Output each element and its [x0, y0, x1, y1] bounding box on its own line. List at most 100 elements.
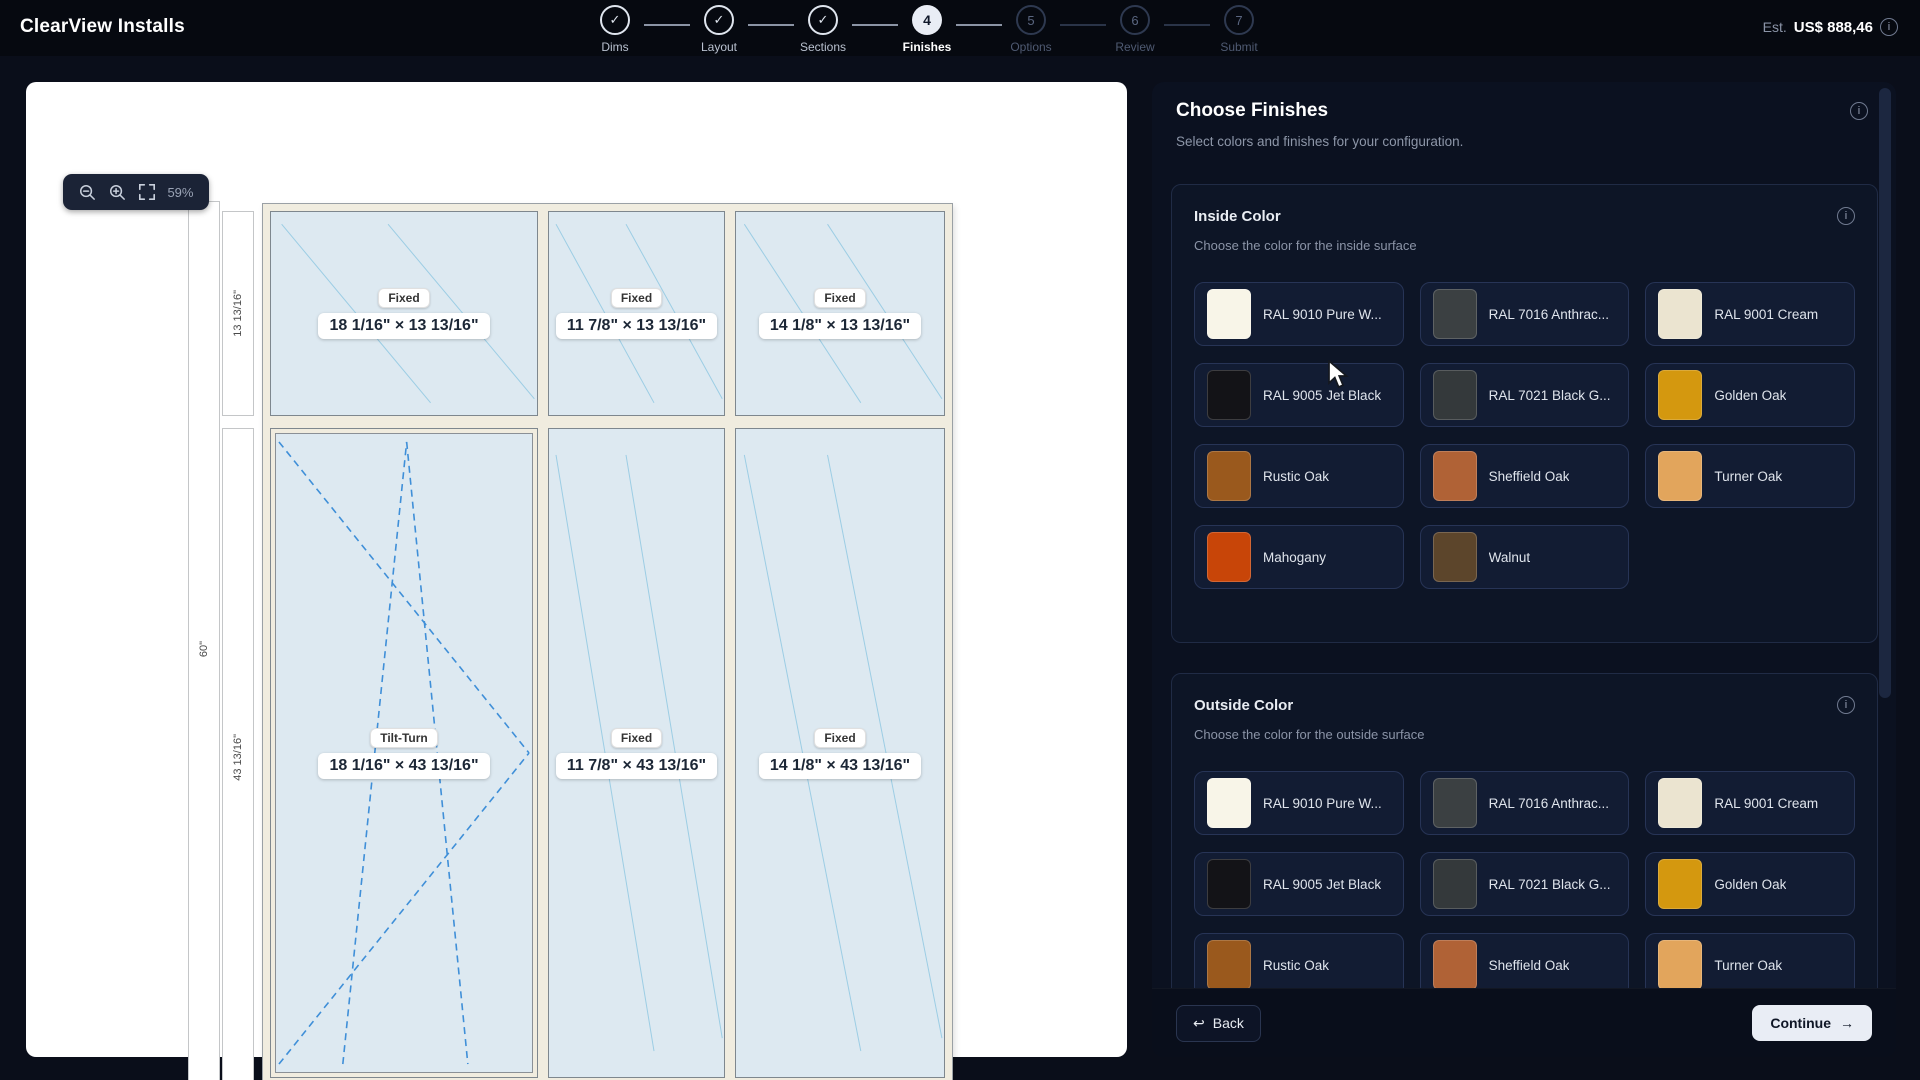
continue-button[interactable]: Continue → [1752, 1005, 1872, 1041]
window-pane-tilt-turn[interactable]: Tilt-Turn 18 1/16" × 43 13/16" [270, 428, 538, 1078]
swatch-label: RAL 9001 Cream [1714, 306, 1819, 322]
info-icon[interactable]: i [1850, 102, 1868, 120]
swatch-label: Sheffield Oak [1488, 468, 1570, 484]
swatch-tile[interactable]: RAL 9005 Jet Black [1194, 852, 1404, 916]
step-number: 4 [912, 5, 942, 35]
step-review[interactable]: 6 Review [1106, 5, 1164, 54]
pane-type-badge: Fixed [610, 288, 663, 308]
swatch-tile[interactable]: RAL 7021 Black G... [1419, 363, 1630, 427]
fullscreen-button[interactable] [138, 183, 156, 201]
window-pane[interactable]: Fixed 11 7/8" × 13 13/16" [548, 211, 725, 416]
window-pane[interactable]: Fixed 18 1/16" × 13 13/16" [270, 211, 538, 416]
swatch-label: Sheffield Oak [1488, 957, 1570, 973]
window-pane[interactable]: Fixed 11 7/8" × 43 13/16" [548, 428, 725, 1078]
color-swatch [1432, 859, 1477, 909]
swatch-tile[interactable]: Golden Oak [1645, 852, 1855, 916]
color-swatch [1207, 451, 1251, 501]
info-icon[interactable]: i [1837, 207, 1855, 225]
color-swatch [1207, 370, 1251, 420]
step-connector [852, 24, 898, 26]
pane-size-label: 18 1/16" × 43 13/16" [318, 752, 490, 779]
continue-button-label: Continue [1770, 1015, 1831, 1031]
swatch-tile[interactable]: Rustic Oak [1194, 933, 1404, 997]
zoom-out-button[interactable] [78, 183, 97, 202]
swatch-tile[interactable]: RAL 7021 Black G... [1419, 852, 1630, 916]
swatch-tile[interactable]: RAL 9001 Cream [1645, 771, 1855, 835]
pane-type-badge: Tilt-Turn [370, 727, 438, 748]
color-swatch [1432, 778, 1477, 828]
swatch-tile[interactable]: Turner Oak [1645, 933, 1855, 997]
panel-footer: ↩ Back Continue → [1152, 988, 1896, 1057]
step-dims[interactable]: ✓ Dims [586, 5, 644, 54]
color-swatch [1658, 451, 1703, 501]
pane-size-label: 14 1/8" × 43 13/16" [758, 752, 922, 779]
dimension-row2-height: 43 13/16" [222, 428, 254, 1080]
swatch-label: Rustic Oak [1263, 957, 1330, 973]
outside-swatch-grid: RAL 9010 Pure W... RAL 7016 Anthrac... R… [1194, 771, 1855, 997]
card-subtitle: Choose the color for the inside surface [1194, 238, 1417, 253]
swatch-tile[interactable]: Sheffield Oak [1419, 933, 1630, 997]
zoom-level: 59% [167, 184, 194, 200]
color-swatch [1658, 289, 1703, 339]
estimate: Est. US$ 888,46 i [1763, 18, 1898, 36]
info-icon[interactable]: i [1880, 18, 1898, 36]
swatch-tile[interactable]: Mahogany [1194, 525, 1404, 589]
window-pane[interactable]: Fixed 14 1/8" × 13 13/16" [735, 211, 945, 416]
panel-subtitle: Select colors and finishes for your conf… [1176, 134, 1464, 149]
step-options[interactable]: 5 Options [1002, 5, 1060, 54]
swatch-tile[interactable]: RAL 9010 Pure W... [1194, 282, 1404, 346]
swatch-tile[interactable]: RAL 7016 Anthrac... [1419, 771, 1630, 835]
step-connector [1060, 24, 1106, 26]
step-label: Layout [700, 40, 738, 54]
step-finishes[interactable]: 4 Finishes [898, 5, 956, 54]
estimate-value: US$ 888,46 [1793, 18, 1873, 36]
stepper: ✓ Dims ✓ Layout ✓ Sections 4 Finishes 5 … [586, 5, 1268, 54]
color-swatch [1207, 778, 1251, 828]
info-icon[interactable]: i [1837, 696, 1855, 714]
swatch-tile[interactable]: RAL 7016 Anthrac... [1419, 282, 1630, 346]
color-swatch [1432, 451, 1477, 501]
check-icon: ✓ [600, 5, 630, 35]
swatch-tile[interactable]: RAL 9001 Cream [1645, 282, 1855, 346]
swatch-label: Mahogany [1263, 549, 1327, 565]
window-pane[interactable]: Fixed 14 1/8" × 43 13/16" [735, 428, 945, 1078]
swatch-label: RAL 7016 Anthrac... [1488, 306, 1609, 322]
swatch-tile[interactable]: Walnut [1419, 525, 1630, 589]
zoom-out-icon [80, 184, 96, 200]
swatch-tile[interactable]: Turner Oak [1645, 444, 1855, 508]
color-swatch [1658, 778, 1703, 828]
canvas-toolbar: 59% [63, 174, 209, 210]
swatch-label: Golden Oak [1714, 876, 1787, 892]
swatch-tile[interactable]: Golden Oak [1645, 363, 1855, 427]
swatch-label: RAL 9005 Jet Black [1263, 387, 1382, 403]
configurator-canvas[interactable]: Fixed 18 1/16" × 13 13/16" Fixed 11 7/8"… [26, 82, 1127, 1080]
swatch-label: Golden Oak [1714, 387, 1787, 403]
card-title: Inside Color [1194, 207, 1281, 225]
zoom-in-button[interactable] [108, 183, 127, 202]
color-swatch [1207, 940, 1251, 990]
swatch-tile[interactable]: RAL 9010 Pure W... [1194, 771, 1404, 835]
card-title: Outside Color [1194, 696, 1294, 714]
color-swatch [1207, 532, 1251, 582]
card-subtitle: Choose the color for the outside surface [1194, 727, 1425, 742]
swatch-tile[interactable]: Rustic Oak [1194, 444, 1404, 508]
panel-scrollbar[interactable] [1879, 88, 1891, 698]
step-sections[interactable]: ✓ Sections [794, 5, 852, 54]
step-connector [748, 24, 794, 26]
brand-title: ClearView Installs [20, 16, 185, 37]
step-number: 6 [1120, 5, 1150, 35]
inside-swatch-grid: RAL 9010 Pure W... RAL 7016 Anthrac... R… [1194, 282, 1855, 589]
check-icon: ✓ [808, 5, 838, 35]
swatch-label: Turner Oak [1714, 957, 1783, 973]
step-number: 5 [1016, 5, 1046, 35]
step-label: Dims [601, 40, 629, 54]
step-layout[interactable]: ✓ Layout [690, 5, 748, 54]
swatch-tile[interactable]: Sheffield Oak [1419, 444, 1630, 508]
step-submit[interactable]: 7 Submit [1210, 5, 1268, 54]
step-label: Submit [1220, 40, 1258, 54]
back-button[interactable]: ↩ Back [1176, 1004, 1261, 1042]
estimate-label: Est. [1762, 19, 1787, 35]
swatch-tile[interactable]: RAL 9005 Jet Black [1194, 363, 1404, 427]
step-connector [644, 24, 690, 26]
